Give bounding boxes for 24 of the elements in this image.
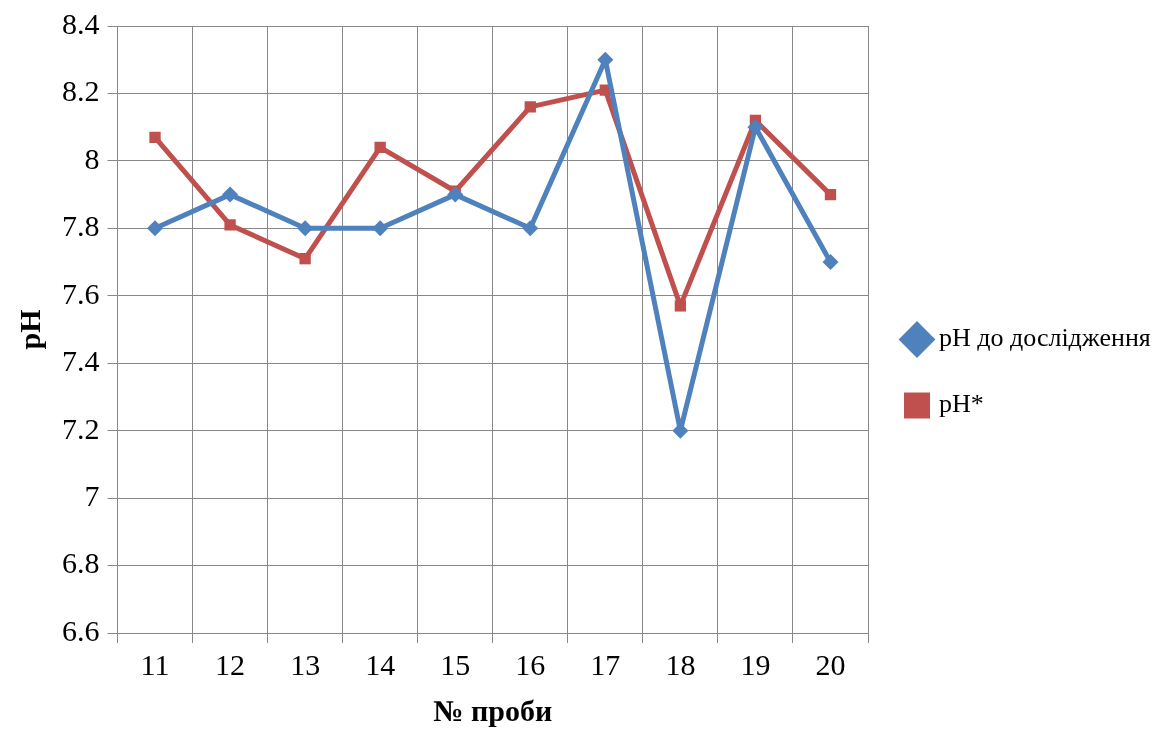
x-axis-title: № проби [433,693,553,727]
x-tick-label: 15 [440,647,471,681]
x-tick-label: 20 [815,647,846,681]
y-tick-label: 6.6 [62,613,100,647]
x-tick-label: 17 [590,647,621,681]
y-tick-label: 7.4 [62,344,100,378]
x-tick-label: 14 [365,647,396,681]
x-tick-label: 12 [215,647,246,681]
x-tick-label: 16 [515,647,546,681]
y-tick-label: 7.6 [62,276,100,310]
y-axis-title: pH [12,309,46,350]
y-tick-label: 8.2 [62,74,100,108]
y-tick-label: 8.4 [62,6,100,40]
y-tick-label: 8 [84,141,100,175]
x-tick-label: 11 [140,647,170,681]
x-tick-label: 19 [740,647,771,681]
x-tick-label: 18 [665,647,696,681]
x-tick-label: 13 [290,647,321,681]
y-tick-label: 6.8 [62,546,100,580]
legend-label: pH до дослідження [939,323,1151,353]
y-tick-label: 7.2 [62,411,100,445]
legend-label: pH* [939,389,984,419]
y-tick-label: 7 [84,478,100,512]
y-tick-label: 7.8 [62,209,100,243]
